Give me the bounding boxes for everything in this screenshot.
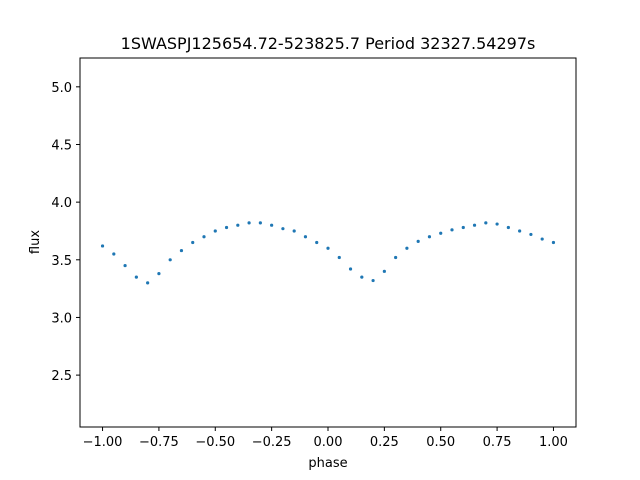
y-tick-label: 2.5 xyxy=(51,369,72,384)
data-point xyxy=(360,275,364,279)
x-axis: −1.00 −0.75 −0.50 −0.25 0.00 0.25 0.50 0.75 1.00 xyxy=(83,427,568,450)
x-tick-label: −0.50 xyxy=(195,435,235,450)
data-point xyxy=(179,248,184,253)
data-point xyxy=(168,258,172,262)
x-tick-label: −1.00 xyxy=(83,435,123,450)
data-point xyxy=(326,246,330,250)
data-point xyxy=(100,244,105,248)
data-point xyxy=(348,267,353,271)
x-tick-label: −0.75 xyxy=(139,435,179,450)
data-point xyxy=(416,239,420,243)
data-point xyxy=(292,229,296,233)
x-tick-label: −0.25 xyxy=(252,435,292,450)
plot-area-frame xyxy=(79,57,577,428)
data-point xyxy=(427,235,432,239)
data-point xyxy=(112,252,116,256)
y-tick-label: 4.5 xyxy=(51,138,72,153)
data-point xyxy=(405,246,409,250)
data-point xyxy=(157,272,161,276)
data-point xyxy=(495,222,499,226)
x-tick-label: 1.00 xyxy=(539,435,568,450)
data-point xyxy=(551,240,556,245)
data-point xyxy=(123,263,127,268)
data-point xyxy=(134,275,138,279)
data-point xyxy=(146,281,150,285)
y-axis: 2.5 3.0 3.5 4.0 4.5 5.0 xyxy=(51,81,80,384)
chart-title: 1SWASPJ125654.72-523825.7 Period 32327.5… xyxy=(121,34,536,53)
x-tick-label: 0.50 xyxy=(426,435,455,450)
x-tick-label: 0.00 xyxy=(314,435,343,450)
data-point xyxy=(224,225,229,230)
data-point xyxy=(213,229,217,233)
data-point xyxy=(394,255,398,260)
x-tick-label: 0.25 xyxy=(370,435,399,450)
data-point xyxy=(281,227,285,231)
y-tick-label: 5.0 xyxy=(51,81,72,96)
data-point xyxy=(247,221,251,225)
data-point xyxy=(337,255,341,260)
data-point xyxy=(371,278,375,283)
x-axis-label: phase xyxy=(308,456,347,471)
data-point xyxy=(506,225,510,230)
data-point xyxy=(236,223,240,227)
x-tick-label: 0.75 xyxy=(483,435,512,450)
data-point xyxy=(382,269,386,273)
data-point xyxy=(461,225,465,230)
y-tick-label: 4.0 xyxy=(51,196,72,211)
data-point xyxy=(202,235,206,239)
data-point xyxy=(484,221,488,225)
data-point xyxy=(303,235,308,239)
y-tick-label: 3.5 xyxy=(51,254,72,269)
data-point xyxy=(529,232,533,237)
y-tick-label: 3.0 xyxy=(51,311,72,326)
data-point xyxy=(439,231,443,235)
y-axis-label: flux xyxy=(28,230,43,254)
data-points xyxy=(100,221,556,285)
data-point xyxy=(540,237,544,241)
data-point xyxy=(270,223,274,227)
data-point xyxy=(450,228,454,232)
data-point xyxy=(315,240,319,245)
data-point xyxy=(518,229,522,233)
data-point xyxy=(472,223,477,227)
data-point xyxy=(191,240,195,245)
data-point xyxy=(258,221,262,225)
